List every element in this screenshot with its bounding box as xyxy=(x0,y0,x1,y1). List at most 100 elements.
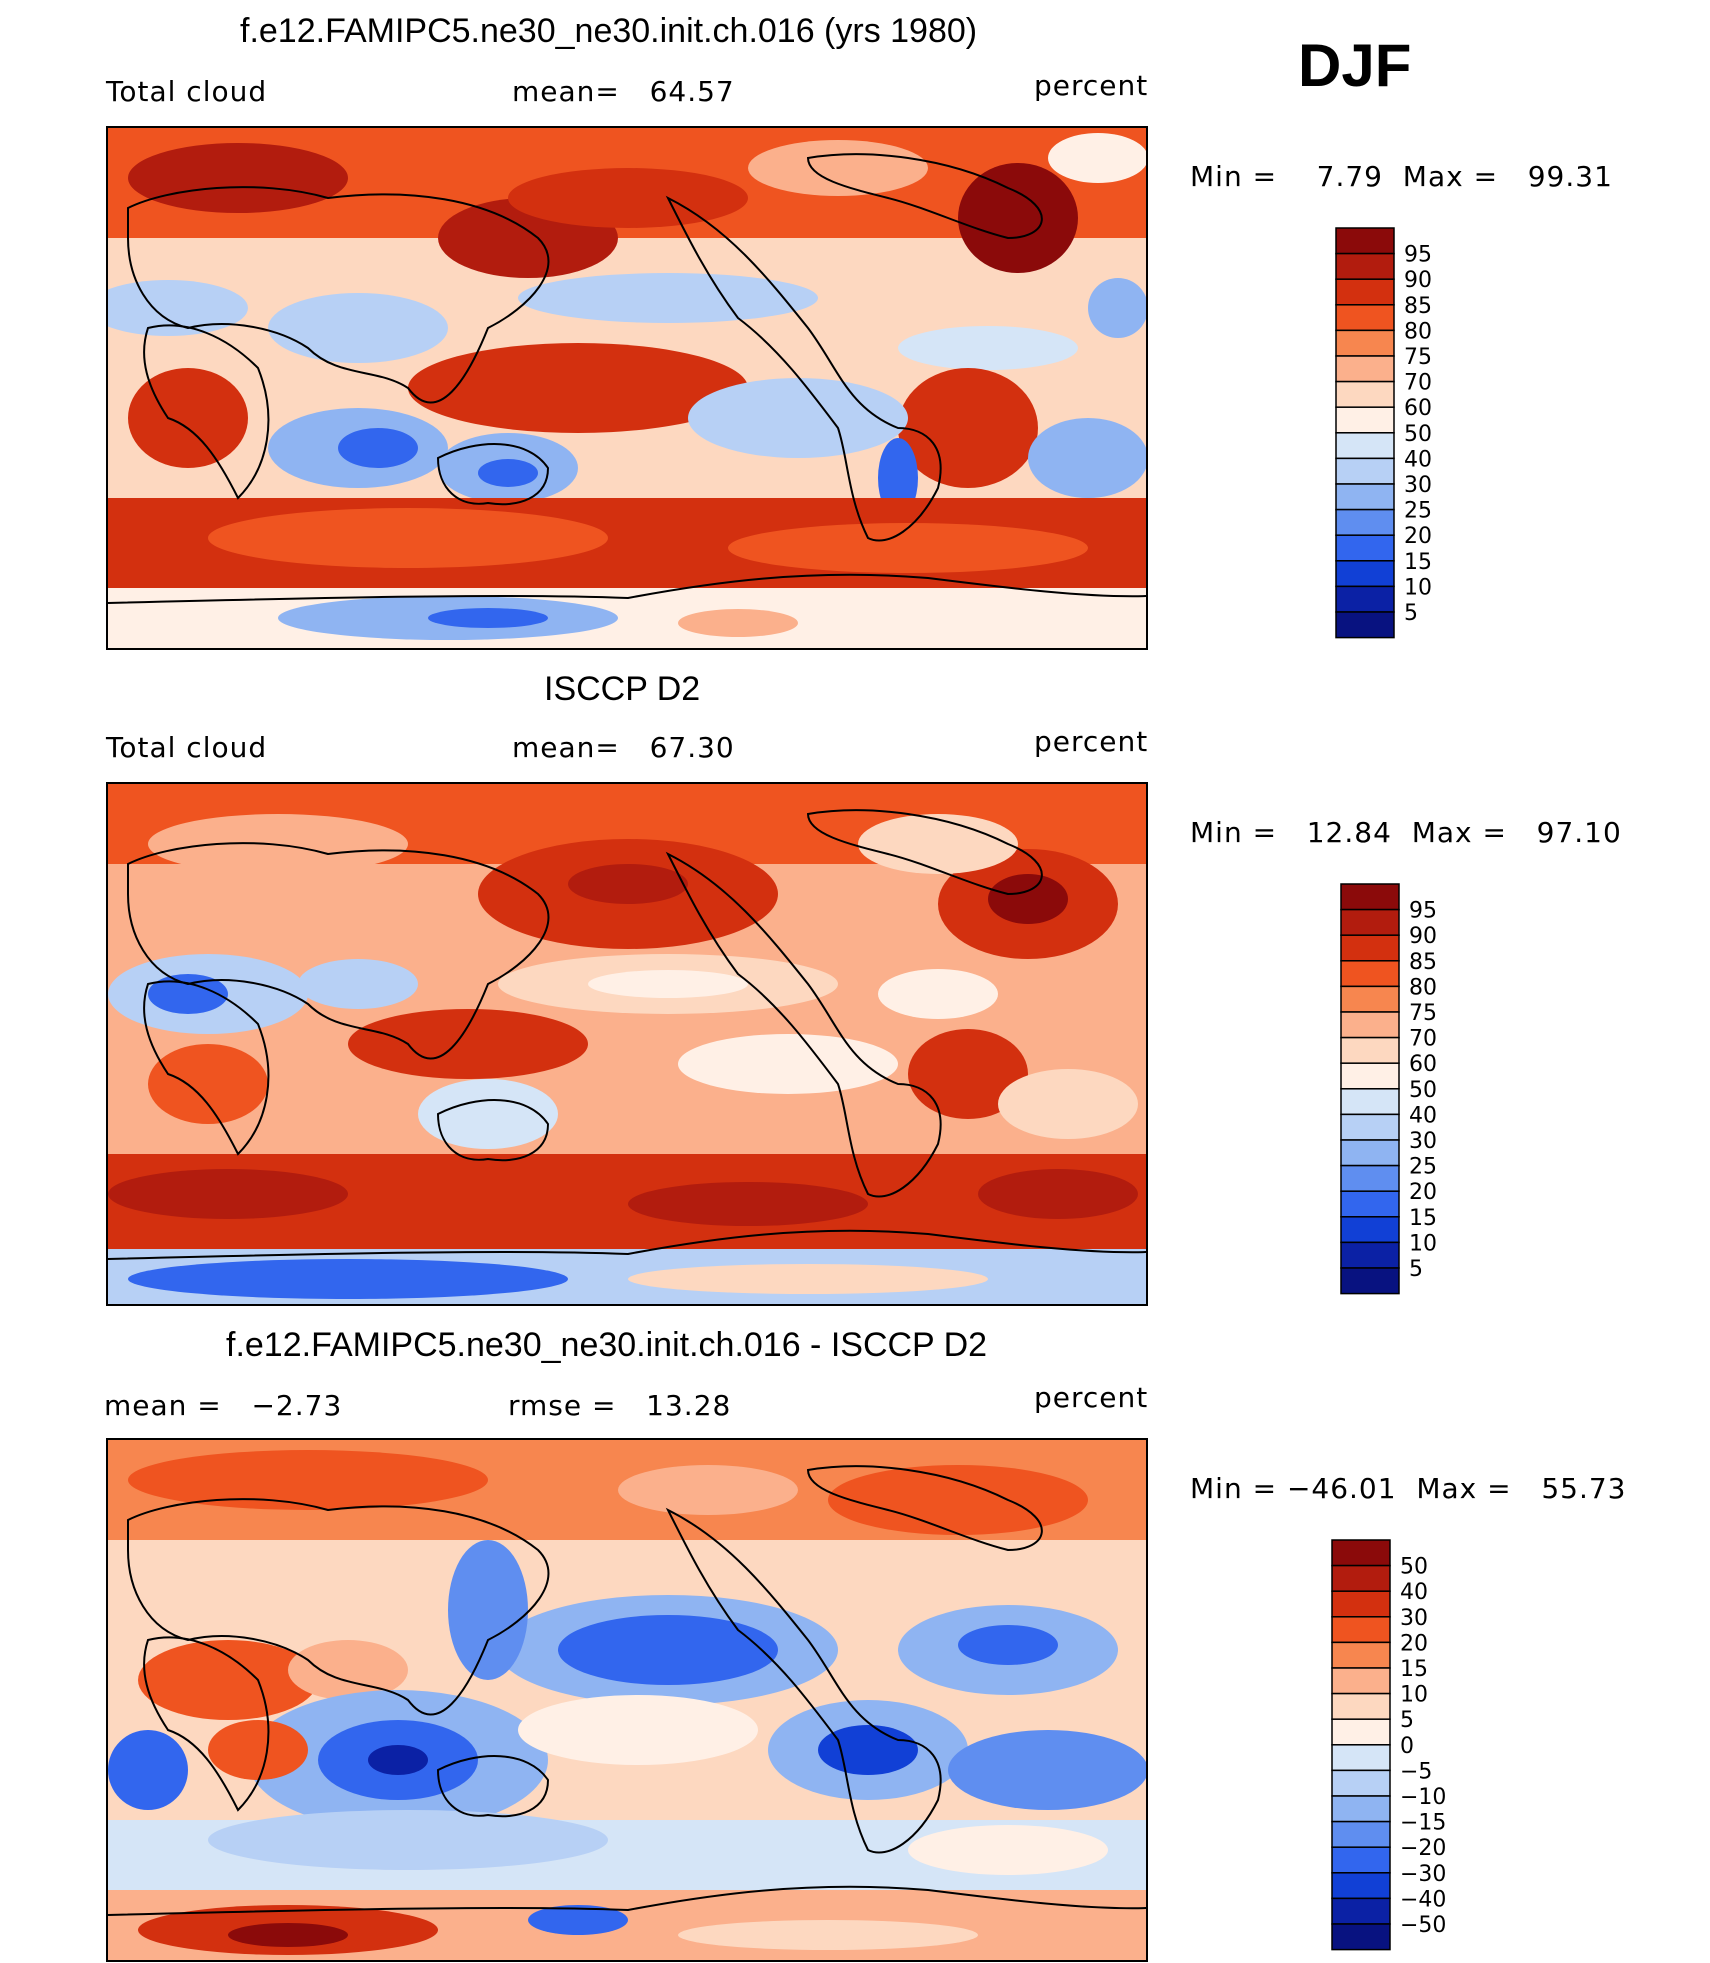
colorbar-swatch xyxy=(1340,1113,1400,1141)
panel-2-min-max: Min = 12.84 Max = 97.10 xyxy=(1190,816,1622,849)
colorbar-swatch xyxy=(1331,1872,1391,1900)
panel-3-colorbar: 50 40 30 20 15 10 5 0 −5 −10 −15 −20 −30 −40 −50 xyxy=(1331,1539,1452,1952)
colorbar-swatch xyxy=(1331,1667,1391,1695)
colorbar-swatch xyxy=(1340,1011,1400,1039)
colorbar-tick-label: 60 xyxy=(1409,1052,1437,1077)
colorbar-tick-label: 0 xyxy=(1400,1734,1414,1759)
panel-2-mean-label: mean= 67.30 xyxy=(512,731,735,764)
colorbar-swatch xyxy=(1331,1795,1391,1823)
colorbar-swatch xyxy=(1331,1769,1391,1797)
colorbar-tick-label: 90 xyxy=(1404,268,1432,293)
colorbar-swatch xyxy=(1331,1539,1391,1567)
panel-1-units-label: percent xyxy=(1034,69,1149,102)
colorbar-tick-label: 15 xyxy=(1404,550,1432,575)
season-label: DJF xyxy=(1298,32,1412,99)
colorbar-tick-label: 25 xyxy=(1404,499,1432,524)
colorbar-swatch xyxy=(1331,1692,1391,1720)
colorbar-tick-label: 75 xyxy=(1404,345,1432,370)
colorbar-tick-label: 25 xyxy=(1409,1155,1437,1180)
colorbar-swatch xyxy=(1340,985,1400,1013)
panel-2-units-label: percent xyxy=(1034,725,1149,758)
colorbar-swatch xyxy=(1340,1088,1400,1116)
colorbar-tick-label: 30 xyxy=(1400,1606,1428,1631)
colorbar-swatch xyxy=(1335,304,1395,332)
colorbar-swatch xyxy=(1335,355,1395,383)
panel-3-map xyxy=(106,1438,1148,1962)
colorbar-tick-label: 10 xyxy=(1409,1231,1437,1256)
colorbar-swatch xyxy=(1335,483,1395,511)
colorbar-tick-label: 80 xyxy=(1409,975,1437,1000)
colorbar-swatch xyxy=(1335,227,1395,255)
panel-1-title: f.e12.FAMIPC5.ne30_ne30.init.ch.016 (yrs… xyxy=(240,12,978,50)
colorbar-swatch xyxy=(1335,278,1395,306)
colorbar-swatch xyxy=(1340,883,1400,911)
colorbar-swatch xyxy=(1331,1923,1391,1951)
colorbar-tick-label: 20 xyxy=(1400,1631,1428,1656)
colorbar-tick-label: −20 xyxy=(1400,1836,1446,1861)
colorbar-swatch xyxy=(1340,1036,1400,1064)
colorbar-tick-label: 80 xyxy=(1404,319,1432,344)
colorbar-tick-label: 50 xyxy=(1400,1555,1428,1580)
colorbar-swatch xyxy=(1331,1641,1391,1669)
colorbar-tick-label: 15 xyxy=(1400,1657,1428,1682)
colorbar-tick-label: 70 xyxy=(1404,371,1432,396)
colorbar-swatch xyxy=(1335,508,1395,536)
colorbar-swatch xyxy=(1340,1062,1400,1090)
colorbar-tick-label: −40 xyxy=(1400,1887,1446,1912)
colorbar-swatch xyxy=(1335,534,1395,562)
colorbar-swatch xyxy=(1335,432,1395,460)
colorbar-swatch xyxy=(1331,1718,1391,1746)
panel-3-units-label: percent xyxy=(1034,1381,1149,1414)
panel-1-min-max: Min = 7.79 Max = 99.31 xyxy=(1190,160,1613,193)
colorbar-swatch xyxy=(1340,960,1400,988)
colorbar-swatch xyxy=(1340,1164,1400,1192)
colorbar-swatch xyxy=(1335,252,1395,280)
colorbar-swatch xyxy=(1340,934,1400,962)
colorbar-tick-label: −50 xyxy=(1400,1913,1446,1938)
colorbar-swatch xyxy=(1335,329,1395,357)
colorbar-tick-label: 20 xyxy=(1404,524,1432,549)
panel-2-title: ISCCP D2 xyxy=(544,670,701,708)
colorbar-tick-label: 15 xyxy=(1409,1206,1437,1231)
panel-1-colorbar: 95 90 85 80 75 70 60 50 40 30 25 20 15 10 5 xyxy=(1335,227,1456,640)
colorbar-tick-label: 20 xyxy=(1409,1180,1437,1205)
panel-2-colorbar: 95 90 85 80 75 70 60 50 40 30 25 20 15 10 5 xyxy=(1340,883,1461,1296)
colorbar-tick-label: 75 xyxy=(1409,1001,1437,1026)
colorbar-swatch xyxy=(1335,585,1395,613)
panel-1-variable-label: Total cloud xyxy=(106,75,268,108)
colorbar-tick-label: 85 xyxy=(1409,950,1437,975)
colorbar-tick-label: 10 xyxy=(1404,575,1432,600)
colorbar-tick-label: 95 xyxy=(1404,243,1432,268)
colorbar-swatch xyxy=(1340,1190,1400,1218)
panel-1-mean-label: mean= 64.57 xyxy=(512,75,735,108)
colorbar-swatch xyxy=(1335,457,1395,485)
panel-2-map xyxy=(106,782,1148,1306)
colorbar-tick-label: 10 xyxy=(1400,1683,1428,1708)
colorbar-swatch xyxy=(1331,1820,1391,1848)
panel-3-mean-label: mean = −2.73 xyxy=(104,1389,343,1422)
colorbar-tick-label: 40 xyxy=(1409,1103,1437,1128)
panel-3-min-max: Min = −46.01 Max = 55.73 xyxy=(1190,1472,1627,1505)
colorbar-swatch xyxy=(1335,406,1395,434)
colorbar-tick-label: 40 xyxy=(1404,447,1432,472)
colorbar-tick-label: 70 xyxy=(1409,1027,1437,1052)
colorbar-tick-label: −30 xyxy=(1400,1862,1446,1887)
colorbar-swatch xyxy=(1340,908,1400,936)
colorbar-tick-label: −5 xyxy=(1400,1759,1432,1784)
colorbar-swatch xyxy=(1340,1139,1400,1167)
colorbar-swatch xyxy=(1331,1564,1391,1592)
colorbar-tick-label: 40 xyxy=(1400,1580,1428,1605)
colorbar-swatch xyxy=(1340,1216,1400,1244)
colorbar-tick-label: 95 xyxy=(1409,899,1437,924)
colorbar-tick-label: −15 xyxy=(1400,1811,1446,1836)
colorbar-swatch xyxy=(1335,380,1395,408)
panel-1-map xyxy=(106,126,1148,650)
colorbar-tick-label: 50 xyxy=(1409,1078,1437,1103)
panel-3-title: f.e12.FAMIPC5.ne30_ne30.init.ch.016 - IS… xyxy=(226,1326,988,1364)
colorbar-tick-label: −10 xyxy=(1400,1785,1446,1810)
colorbar-tick-label: 50 xyxy=(1404,422,1432,447)
colorbar-swatch xyxy=(1331,1616,1391,1644)
colorbar-tick-label: 5 xyxy=(1409,1257,1423,1282)
colorbar-swatch xyxy=(1331,1846,1391,1874)
colorbar-swatch xyxy=(1340,1241,1400,1269)
